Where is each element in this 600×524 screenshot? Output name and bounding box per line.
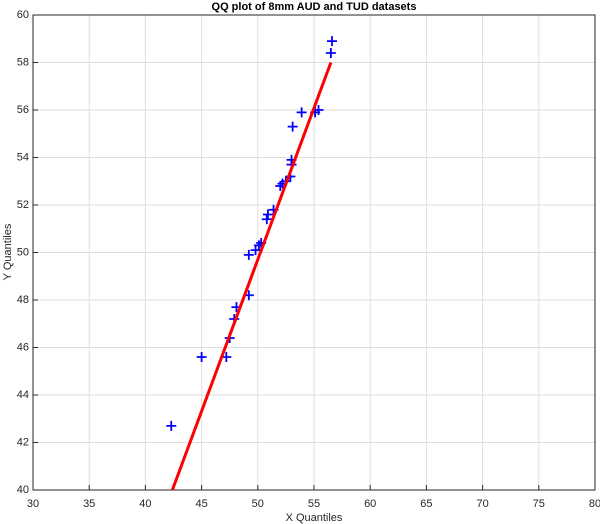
data-point <box>243 249 254 260</box>
y-tick-label: 46 <box>17 341 29 353</box>
data-point <box>313 105 324 115</box>
y-tick-label: 60 <box>17 9 29 21</box>
reference-line <box>170 61 333 491</box>
plot-frame <box>32 14 596 491</box>
y-tick-label: 56 <box>17 104 29 116</box>
y-tick-label: 48 <box>17 294 29 306</box>
y-tick-label: 42 <box>17 436 29 448</box>
y-tick-label: 44 <box>17 389 29 401</box>
x-tick-label: 35 <box>83 498 95 510</box>
x-tick-label: 70 <box>476 498 488 510</box>
data-point <box>166 420 177 431</box>
x-tick-label: 50 <box>252 498 264 510</box>
x-tick-label: 45 <box>195 498 207 510</box>
data-point <box>287 121 298 132</box>
data-point <box>325 48 336 58</box>
y-axis-label: Y Quantiles <box>2 223 14 280</box>
x-tick-label: 55 <box>308 498 320 510</box>
x-tick-label: 75 <box>533 498 545 510</box>
x-axis-label: X Quantiles <box>286 512 343 524</box>
data-point <box>326 36 337 47</box>
x-tick-label: 65 <box>420 498 432 510</box>
y-tick-label: 58 <box>17 56 29 68</box>
data-point <box>261 214 272 225</box>
y-tick-label: 54 <box>17 151 29 163</box>
data-point <box>296 107 307 118</box>
x-tick-label: 80 <box>589 498 600 510</box>
x-tick-label: 60 <box>364 498 376 510</box>
y-tick-label: 40 <box>17 484 29 496</box>
y-tick-label: 52 <box>17 199 29 211</box>
x-tick-label: 40 <box>139 498 151 510</box>
data-point <box>196 352 207 362</box>
chart-title: QQ plot of 8mm AUD and TUD datasets <box>212 1 417 13</box>
x-tick-label: 30 <box>27 498 39 510</box>
y-tick-label: 50 <box>17 246 29 258</box>
data-point <box>262 209 273 220</box>
